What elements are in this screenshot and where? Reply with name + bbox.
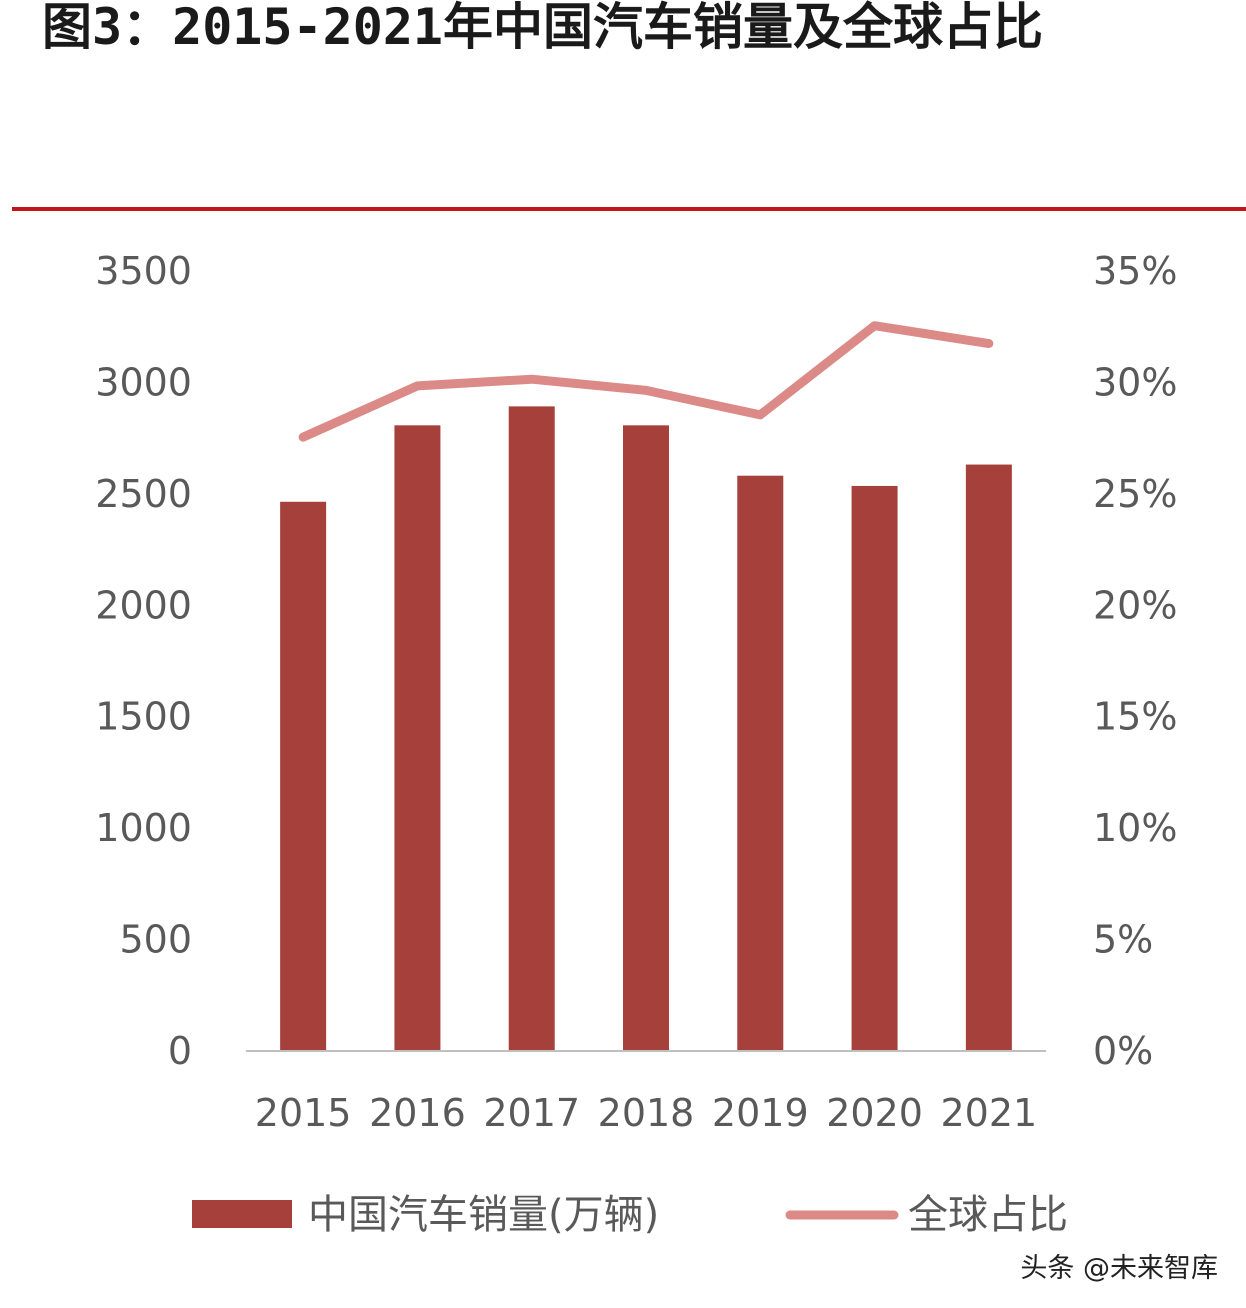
share-line — [298, 321, 994, 442]
right-tick-label: 10% — [1093, 806, 1177, 850]
share-point-2017 — [531, 378, 533, 380]
right-tick-label: 30% — [1093, 360, 1177, 404]
right-tick-label: 5% — [1093, 918, 1153, 962]
right-axis-ticks: 0% 5% 10% 15% 20% 25% 30% 35% — [1093, 249, 1177, 1073]
x-tick-label: 2015 — [255, 1091, 352, 1135]
right-tick-label: 20% — [1093, 583, 1177, 627]
left-tick-label: 500 — [119, 918, 192, 962]
title-divider — [12, 207, 1246, 211]
bar-2020 — [851, 485, 898, 1050]
x-tick-label: 2019 — [712, 1091, 809, 1135]
right-tick-label: 35% — [1093, 249, 1177, 293]
share-point-2020 — [874, 325, 876, 327]
left-axis-ticks: 0 500 1000 1500 2000 2500 3000 3500 — [95, 249, 192, 1073]
legend-line-label: 全球占比 — [908, 1192, 1068, 1238]
left-tick-label: 0 — [168, 1029, 192, 1073]
bar-2017 — [508, 406, 555, 1051]
watermark: 头条 @未来智库 — [1020, 1253, 1218, 1284]
chart-title: 图3：2015-2021年中国汽车销量及全球占比 — [42, 0, 1044, 56]
left-tick-label: 1500 — [95, 695, 192, 739]
x-axis-ticks: 2015 2016 2017 2018 2019 2020 2021 — [255, 1091, 1037, 1135]
x-tick-label: 2018 — [598, 1091, 695, 1135]
bar-2019 — [737, 475, 784, 1050]
legend-bar-label: 中国汽车销量(万辆) — [308, 1192, 659, 1238]
share-point-2015 — [302, 436, 304, 438]
bar-series — [280, 406, 1012, 1051]
left-tick-label: 2500 — [95, 472, 192, 516]
bar-2021 — [965, 464, 1012, 1050]
left-tick-label: 2000 — [95, 583, 192, 627]
left-tick-label: 3500 — [95, 249, 192, 293]
right-tick-label: 0% — [1093, 1029, 1153, 1073]
right-tick-label: 15% — [1093, 695, 1177, 739]
bar-2016 — [394, 425, 441, 1050]
x-tick-label: 2020 — [826, 1091, 923, 1135]
x-tick-label: 2016 — [369, 1091, 466, 1135]
left-tick-label: 3000 — [95, 360, 192, 404]
bar-2018 — [623, 425, 669, 1050]
share-point-2016 — [416, 385, 418, 387]
share-point-2021 — [988, 343, 990, 345]
right-tick-label: 25% — [1093, 472, 1177, 516]
left-tick-label: 1000 — [95, 806, 192, 850]
bar-2015 — [280, 501, 327, 1050]
share-point-2018 — [645, 389, 647, 391]
legend: 中国汽车销量(万辆) 全球占比 — [192, 1192, 1068, 1238]
x-tick-label: 2021 — [940, 1091, 1037, 1135]
line-series — [298, 321, 994, 442]
x-tick-label: 2017 — [483, 1091, 580, 1135]
share-point-2019 — [759, 414, 761, 416]
legend-bar-swatch — [192, 1200, 292, 1228]
